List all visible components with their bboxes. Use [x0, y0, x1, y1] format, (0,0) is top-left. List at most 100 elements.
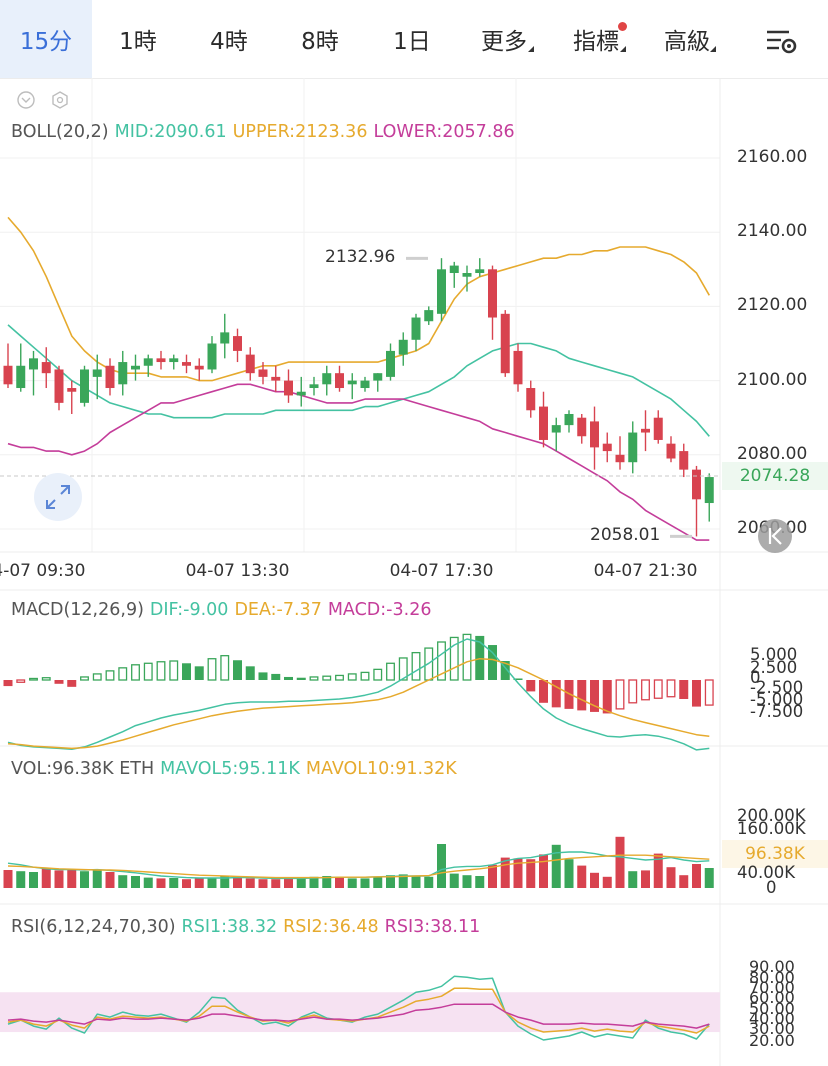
macd-histogram-bar [169, 660, 179, 681]
volume-bar [309, 876, 319, 888]
chart-settings-icon[interactable] [763, 22, 799, 58]
candle-body [54, 369, 64, 403]
macd-histogram-bar [641, 679, 650, 701]
dropdown-triangle-icon [710, 46, 716, 52]
candle-body [156, 358, 166, 363]
volume-bar [628, 871, 638, 888]
macd-histogram-bar [602, 680, 612, 714]
tab-4[interactable]: 8時 [301, 29, 339, 55]
boll-legend-name: BOLL(20,2) [11, 122, 109, 142]
rsi-legend-r1: RSI1:38.32 [181, 917, 278, 937]
tab-3[interactable]: 4時 [210, 29, 248, 55]
volume-bar [424, 876, 434, 888]
candle-body [641, 428, 650, 433]
volume-bar [271, 879, 281, 888]
time-axis-label: 04-07 17:30 [389, 561, 494, 581]
macd-histogram-bar [386, 662, 395, 681]
candle-body [462, 273, 472, 277]
volume-bar [462, 875, 472, 888]
candle-body [615, 454, 625, 463]
candle-body [704, 477, 714, 504]
macd-dif-line [7, 638, 710, 751]
tab-2[interactable]: 1時 [119, 29, 157, 55]
tab-8[interactable]: 高級 [642, 0, 732, 78]
dropdown-triangle-icon [528, 46, 534, 52]
volume-bar [233, 876, 242, 888]
candle-body [258, 369, 268, 377]
time-axis-label: 04-07 21:30 [593, 561, 698, 581]
macd-tick-label: 2.500 [750, 658, 798, 677]
candle-body [692, 469, 701, 500]
macd-histogram-bar [462, 633, 472, 681]
high-price-label: 2132.96 [325, 247, 396, 268]
candle-body [437, 269, 446, 314]
candle-body [80, 369, 89, 403]
macd-histogram-bar [449, 636, 459, 681]
timeframe-bar: 15分 1時 4時 8時 1日 更多 指標 高級 [0, 0, 828, 79]
candle-body [41, 362, 51, 374]
volume-bar [449, 873, 459, 888]
volume-bar [577, 865, 587, 888]
macd-histogram-bar [194, 666, 204, 680]
macd-histogram-bar [704, 679, 714, 706]
volume-bar [258, 879, 268, 888]
candle-body [539, 406, 548, 440]
chart-area[interactable] [0, 78, 828, 1066]
candle-body [653, 417, 663, 440]
volume-bar [54, 870, 64, 888]
tab-5[interactable]: 1日 [393, 29, 431, 55]
macd-histogram-bar [105, 670, 115, 681]
candle-body [169, 358, 179, 363]
time-axis-label: 04-07 13:30 [185, 561, 290, 581]
vol-ma10-line [7, 854, 710, 879]
expand-button[interactable] [33, 472, 83, 522]
volume-bar [3, 870, 13, 888]
rsi-tick-label: 70.00 [749, 978, 795, 997]
tab-1[interactable]: 15分 [0, 0, 92, 78]
volume-bar [551, 844, 561, 888]
macd-legend-dea: DEA:-7.37 [234, 600, 322, 620]
macd-histogram-bar [296, 677, 306, 680]
macd-tick-label: -2.500 [750, 677, 804, 697]
candle-body [207, 343, 217, 370]
candle-body [590, 421, 599, 448]
volume-tick-label: 40.00K [737, 863, 796, 882]
expand-button-bg [34, 473, 82, 521]
candle-body [296, 391, 306, 396]
macd-legend-dif: DIF:-9.00 [149, 600, 229, 620]
volume-bar [80, 871, 89, 888]
macd-histogram-bar [373, 668, 383, 681]
scroll-to-latest-button[interactable] [757, 518, 793, 554]
macd-histogram-bar [398, 657, 408, 681]
tab-7[interactable]: 指標 [550, 0, 642, 78]
price-tick-label: 2160.00 [737, 147, 808, 167]
volume-bar [347, 878, 357, 888]
volume-bar [207, 877, 217, 888]
rsi-legend: RSI(6,12,24,70,30) RSI1:38.32 RSI2:36.48 RS… [11, 917, 486, 937]
macd-histogram-bar [271, 673, 281, 680]
candle-body [449, 265, 459, 274]
low-price-label: 2058.01 [590, 525, 661, 546]
macd-legend: MACD(12,26,9) DIF:-9.00 DEA:-7.37 MACD:-3.2… [11, 600, 437, 620]
macd-histogram-bar [590, 680, 599, 712]
volume-tick-label: 200.00K [737, 806, 806, 825]
boll-legend-lower: LOWER:2057.86 [373, 122, 515, 142]
candle-body [16, 365, 26, 389]
tab-6[interactable]: 更多 [458, 0, 550, 78]
last-price-label: 2074.28 [722, 462, 828, 491]
macd-histogram-bar [220, 655, 230, 681]
volume-bar [526, 859, 536, 888]
volume-bar [437, 844, 446, 888]
volume-bar [704, 868, 714, 888]
macd-histogram-bar [692, 680, 701, 707]
volume-bar [194, 878, 204, 888]
candle-body [182, 362, 191, 366]
candle-body [335, 373, 344, 389]
macd-tick-label: -5.000 [750, 690, 804, 709]
scroll-latest-bg [758, 519, 792, 553]
volume-tick-label: 160.00K [737, 819, 806, 838]
macd-histogram-bar [3, 680, 13, 687]
indicator-toggle-icons[interactable] [14, 88, 78, 112]
volume-bar [118, 875, 128, 888]
volume-bar [692, 864, 701, 888]
